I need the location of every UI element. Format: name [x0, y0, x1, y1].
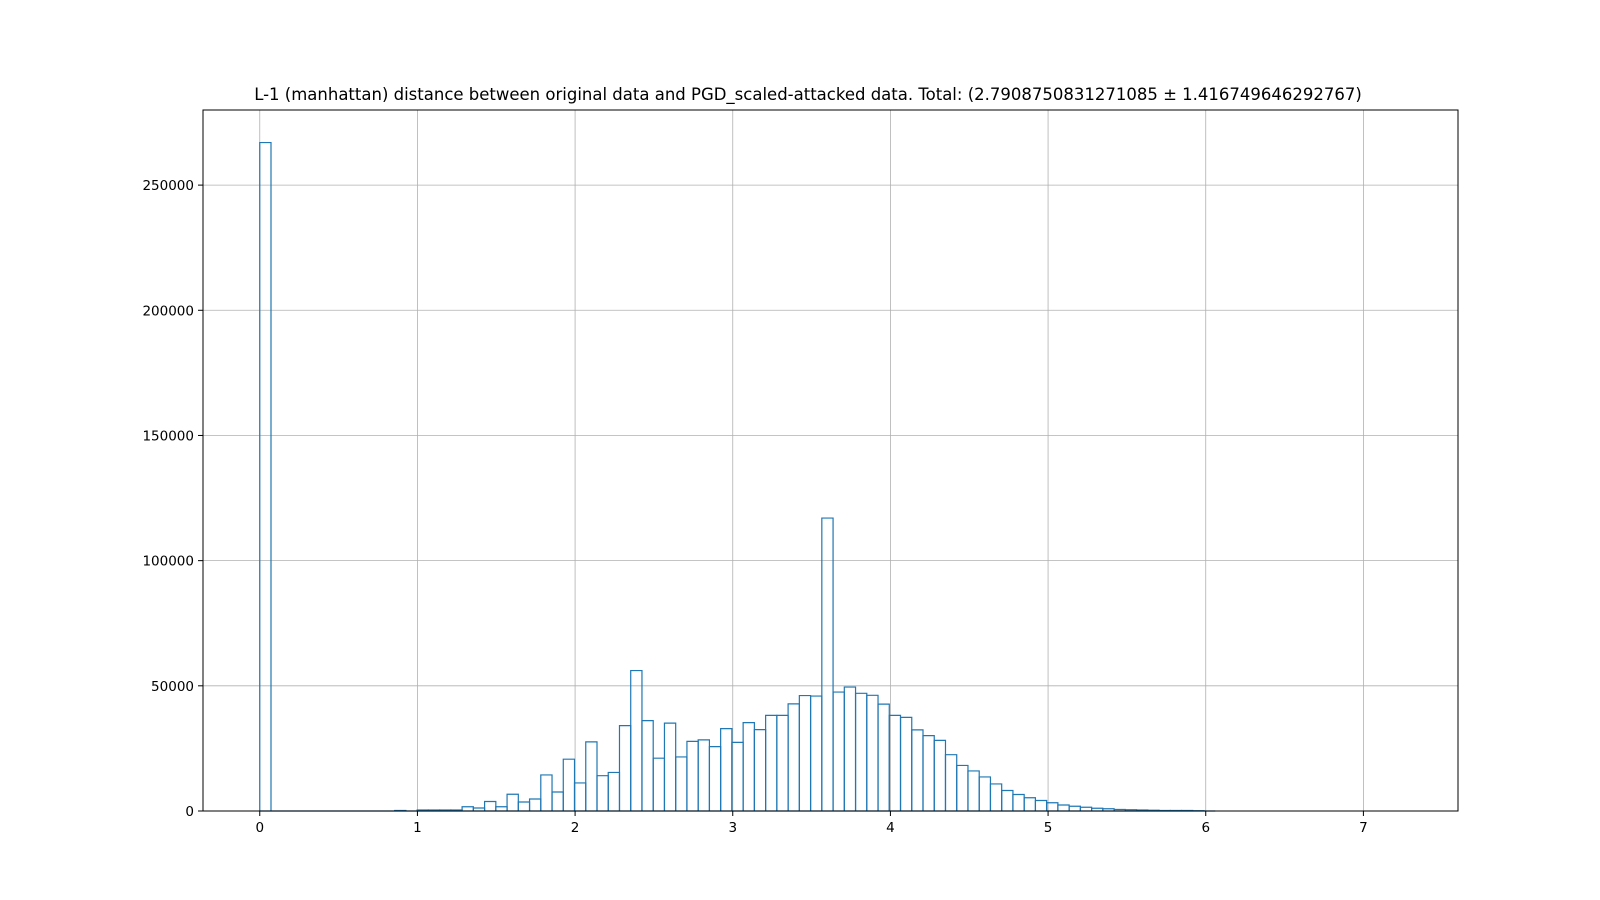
- chart-title: L-1 (manhattan) distance between origina…: [254, 85, 1362, 105]
- y-tick-label: 200000: [142, 303, 194, 319]
- x-tick-label: 4: [886, 820, 895, 836]
- y-tick-label: 150000: [142, 428, 194, 444]
- histogram-bar: [259, 141, 272, 811]
- axes: 0 1 2 3 4 5 6 7 0 50000 100000 150000 200000 250000: [142, 109, 1459, 836]
- x-tick-label: 5: [1044, 820, 1053, 836]
- grid-lines: [203, 110, 1458, 812]
- x-tick-label: 1: [413, 820, 422, 836]
- x-tick-label: 2: [571, 820, 580, 836]
- y-tick-label: 100000: [142, 554, 194, 570]
- plot-frame: [202, 109, 1459, 812]
- y-tick-label: 50000: [151, 679, 194, 695]
- y-tick-label: 0: [185, 804, 194, 820]
- x-tick-label: 3: [728, 820, 737, 836]
- histogram-bar: [821, 517, 834, 811]
- x-tick-label: 0: [255, 820, 264, 836]
- x-tick-label: 7: [1359, 820, 1368, 836]
- x-tick-label: 6: [1201, 820, 1210, 836]
- y-tick-label: 250000: [142, 178, 194, 194]
